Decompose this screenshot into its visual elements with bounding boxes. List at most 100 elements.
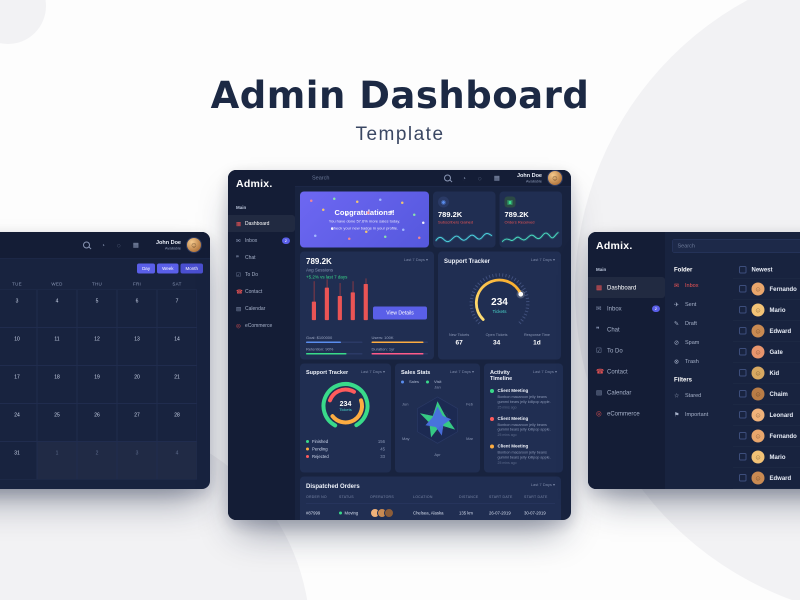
folder-item[interactable]: ✉ Inbox: [672, 276, 728, 295]
sidebar-item[interactable]: ✉ Inbox 2: [588, 298, 665, 319]
mail-checkbox[interactable]: [739, 390, 747, 398]
folder-item[interactable]: ✈ Sent: [672, 295, 728, 314]
brand-logo[interactable]: Admix.: [236, 178, 273, 190]
calendar-day-cell[interactable]: 2: [77, 441, 117, 480]
range-selector[interactable]: Last 7 Days: [450, 370, 474, 376]
operator-avatar[interactable]: [384, 508, 394, 518]
sidebar-item[interactable]: ☑ To Do: [588, 340, 665, 361]
calendar-day-cell[interactable]: 19: [77, 365, 117, 404]
sidebar-item[interactable]: ☎ Contact: [228, 283, 295, 300]
mail-checkbox[interactable]: [739, 369, 747, 377]
bell-icon[interactable]: ◔: [100, 241, 105, 249]
mail-checkbox[interactable]: [739, 474, 747, 482]
calendar-day-cell[interactable]: 24: [0, 403, 37, 442]
avatar[interactable]: ☺: [547, 170, 563, 186]
filter-item[interactable]: ⚑ Important: [672, 405, 728, 424]
calendar-day-cell[interactable]: 4: [37, 289, 77, 328]
calendar-day-cell[interactable]: 21: [157, 365, 197, 404]
calendar-day-cell[interactable]: 26: [77, 403, 117, 442]
folder-item[interactable]: ✎ Draft: [672, 314, 728, 333]
user-info[interactable]: John Doe Available: [517, 173, 542, 184]
calendar-day-cell[interactable]: 25: [37, 403, 77, 442]
calendar-day-cell[interactable]: 27: [117, 403, 157, 442]
calendar-day-cell[interactable]: 31: [0, 441, 37, 480]
calendar-day-cell[interactable]: 20: [117, 365, 157, 404]
mail-list-item[interactable]: ☺ Chaim Lorem ipsum dolor sit amet…: [733, 383, 800, 404]
sidebar-item[interactable]: ✉ Inbox 2: [228, 232, 295, 249]
search-input[interactable]: Search: [312, 175, 330, 181]
filter-item[interactable]: ☆ Stared: [672, 386, 728, 405]
sidebar-item[interactable]: ◎ eCommerce: [588, 403, 665, 424]
calendar-day-cell[interactable]: 5: [77, 289, 117, 328]
mail-checkbox[interactable]: [739, 306, 747, 314]
sidebar-item[interactable]: ▤ Calendar: [588, 382, 665, 403]
mail-list-item[interactable]: ☺ Edward Lorem ipsum dolor sit amet…: [733, 320, 800, 341]
mail-list-item[interactable]: ☺ Mario Lorem ipsum dolor sit amet…: [733, 446, 800, 467]
timeline-item[interactable]: Client Meeting Bonbon macaroon jelly bea…: [490, 444, 557, 465]
sidebar-item[interactable]: ▤ Calendar: [228, 300, 295, 317]
calendar-day-cell[interactable]: 14: [157, 327, 197, 366]
avatar[interactable]: ☺: [186, 237, 202, 253]
range-selector[interactable]: Last 7 Days: [531, 258, 555, 265]
timeline-item[interactable]: Client Meeting Bonbon macaroon jelly bea…: [490, 416, 557, 437]
calendar-day-cell[interactable]: 1: [37, 441, 77, 480]
calendar-day-cell[interactable]: 10: [0, 327, 37, 366]
grid-icon[interactable]: ▦: [493, 174, 500, 182]
bell-icon[interactable]: ◔: [461, 174, 466, 182]
calendar-view-button[interactable]: Month: [180, 263, 203, 274]
mail-checkbox[interactable]: [739, 453, 747, 461]
calendar-day-cell[interactable]: 12: [77, 327, 117, 366]
mail-list-item[interactable]: ☺ Fernando Lorem ipsum dolor sit amet…: [733, 278, 800, 299]
folder-item[interactable]: ⊘ Spam: [672, 333, 728, 352]
calendar-day-cell[interactable]: 3: [117, 441, 157, 480]
range-selector[interactable]: Last 7 Days: [533, 370, 557, 382]
mail-list-item[interactable]: ☺ Edward Lorem ipsum dolor sit amet…: [733, 467, 800, 488]
sidebar-item[interactable]: ❞ Chat: [228, 249, 295, 266]
sidebar-item[interactable]: ▦ Dashboard: [228, 215, 295, 232]
calendar-view-button[interactable]: Day: [137, 263, 156, 274]
search-input[interactable]: Search: [672, 239, 800, 253]
select-all-checkbox[interactable]: [739, 265, 747, 274]
mail-list-item[interactable]: ☺ Mario Lorem ipsum dolor sit amet…: [733, 299, 800, 320]
search-icon[interactable]: [443, 174, 451, 182]
timeline-item[interactable]: Client Meeting Bonbon macaroon jelly bea…: [490, 388, 557, 409]
mail-list-item[interactable]: ☺ Gate Lorem ipsum dolor sit amet…: [733, 488, 800, 489]
view-details-button[interactable]: View Details: [373, 306, 427, 320]
calendar-day-cell[interactable]: 4: [157, 441, 197, 480]
mail-checkbox[interactable]: [739, 411, 747, 419]
mail-list-item[interactable]: ☺ Leonard Lorem ipsum dolor sit amet…: [733, 404, 800, 425]
chat-icon[interactable]: ◌: [477, 174, 482, 182]
sidebar-item[interactable]: ☎ Contact: [588, 361, 665, 382]
sidebar-item[interactable]: ▦ Dashboard: [588, 277, 665, 298]
mail-checkbox[interactable]: [739, 432, 747, 440]
calendar-day-cell[interactable]: 6: [117, 289, 157, 328]
mail-checkbox[interactable]: [739, 348, 747, 356]
sidebar-item[interactable]: ❞ Chat: [588, 319, 665, 340]
sidebar-item-icon: ☎: [596, 367, 605, 376]
mail-list-item[interactable]: ☺ Gate Lorem ipsum dolor sit amet…: [733, 341, 800, 362]
calendar-day-cell[interactable]: 3: [0, 289, 37, 328]
calendar-day-cell[interactable]: 18: [37, 365, 77, 404]
range-selector[interactable]: Last 7 Days: [361, 370, 385, 376]
range-selector[interactable]: Last 7 Days: [531, 483, 555, 490]
sidebar-item[interactable]: ☑ To Do: [228, 266, 295, 283]
range-selector[interactable]: Last 7 Days: [404, 258, 428, 280]
grid-icon[interactable]: ▦: [132, 241, 139, 249]
calendar-day-cell[interactable]: 7: [157, 289, 197, 328]
chat-icon[interactable]: ◌: [116, 241, 121, 249]
calendar-view-button[interactable]: Week: [157, 263, 179, 274]
folder-item[interactable]: ⊗ Trash: [672, 352, 728, 371]
mail-list-item[interactable]: ☺ Fernando Lorem ipsum dolor sit amet…: [733, 425, 800, 446]
brand-logo[interactable]: Admix.: [596, 240, 633, 252]
mail-checkbox[interactable]: [739, 285, 747, 293]
calendar-day-cell[interactable]: 28: [157, 403, 197, 442]
user-info[interactable]: John Doe Available: [156, 240, 181, 251]
mail-checkbox[interactable]: [739, 327, 747, 335]
search-icon[interactable]: [82, 241, 90, 249]
calendar-day-cell[interactable]: 11: [37, 327, 77, 366]
mail-list-item[interactable]: ☺ Kid Lorem ipsum dolor sit amet…: [733, 362, 800, 383]
sort-label[interactable]: Newest: [751, 266, 773, 273]
sidebar-item[interactable]: ◎ eCommerce: [228, 317, 295, 334]
calendar-day-cell[interactable]: 17: [0, 365, 37, 404]
calendar-day-cell[interactable]: 13: [117, 327, 157, 366]
